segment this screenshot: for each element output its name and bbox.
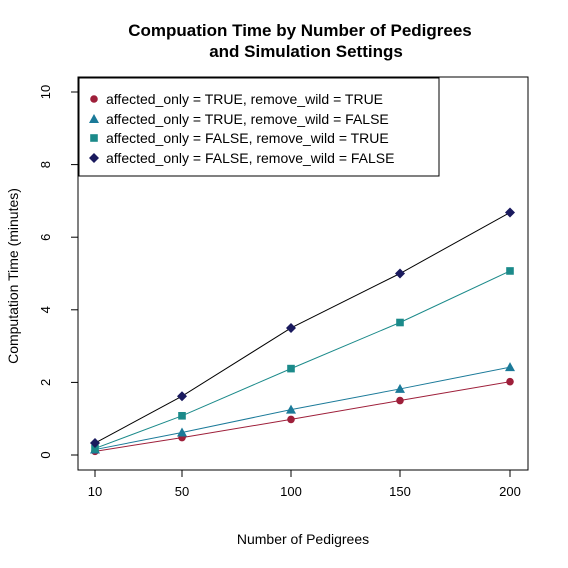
series-4-point <box>90 438 100 449</box>
series-3-point <box>178 411 186 420</box>
x-tick-label: 10 <box>88 484 102 499</box>
y-axis-label: Computation Time (minutes) <box>5 188 21 364</box>
series-2-point <box>177 427 187 437</box>
y-tick-label: 0 <box>38 451 53 458</box>
y-tick-label: 8 <box>38 161 53 168</box>
series-4-point <box>395 268 405 279</box>
series-1-point <box>506 377 514 386</box>
series-line-1 <box>94 381 511 452</box>
y-axis: 0 2 4 6 8 10 <box>38 85 79 459</box>
y-tick-label: 10 <box>38 85 53 99</box>
series-markers <box>90 207 515 456</box>
series-3-point <box>506 267 514 275</box>
legend-label-4: affected_only = FALSE, remove_wild = FAL… <box>106 150 394 166</box>
chart-subtitle: and Simulation Settings <box>209 42 403 61</box>
series-1-point <box>396 396 404 405</box>
series-1-point <box>287 415 295 424</box>
x-axis-label: Number of Pedigrees <box>237 531 369 547</box>
legend-box <box>78 77 440 177</box>
x-tick-label: 100 <box>280 484 302 499</box>
legend-label-3: affected_only = FALSE, remove_wild = TRU… <box>106 130 389 146</box>
x-tick-label: 150 <box>389 484 411 499</box>
series-4-point <box>286 322 296 333</box>
x-axis: 10 50 100 150 200 <box>88 469 521 499</box>
y-tick-label: 4 <box>38 306 53 313</box>
y-tick-label: 2 <box>38 379 53 386</box>
series-4-point <box>177 391 187 402</box>
series-3-point <box>91 444 99 453</box>
legend: affected_only = TRUE, remove_wild = TRUE… <box>78 77 440 177</box>
legend-marker-2 <box>89 114 99 123</box>
x-tick-label: 50 <box>175 484 189 499</box>
series-line-4 <box>94 212 511 444</box>
series-2-point <box>505 362 515 372</box>
series-3-point <box>287 364 295 373</box>
series-2-point <box>395 383 405 393</box>
series-lines <box>94 212 511 452</box>
series-4-point <box>505 207 515 218</box>
legend-marker-1 <box>90 95 98 103</box>
series-line-3 <box>94 270 511 449</box>
legend-label-2: affected_only = TRUE, remove_wild = FALS… <box>106 111 389 127</box>
y-tick-label: 6 <box>38 234 53 241</box>
legend-marker-4 <box>89 153 99 163</box>
series-line-2 <box>94 366 511 451</box>
x-tick-label: 200 <box>499 484 521 499</box>
legend-marker-3 <box>90 134 98 142</box>
legend-label-1: affected_only = TRUE, remove_wild = TRUE <box>106 91 383 107</box>
series-2-point <box>286 404 296 414</box>
series-3-point <box>396 318 404 327</box>
chart-title: Compuation Time by Number of Pedigrees <box>128 21 472 40</box>
